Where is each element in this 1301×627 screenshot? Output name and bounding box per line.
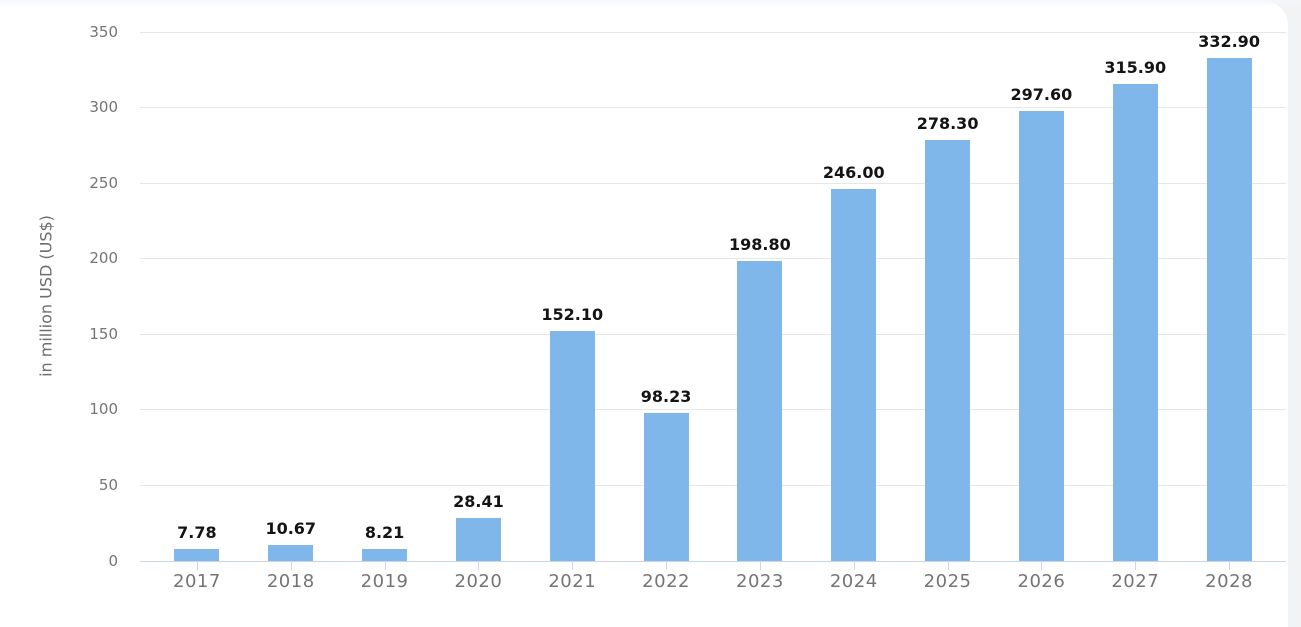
x-axis-tick bbox=[759, 562, 761, 570]
x-axis-tick bbox=[384, 562, 386, 570]
x-tick-label: 2023 bbox=[736, 571, 784, 592]
y-tick-label: 200 bbox=[89, 249, 118, 268]
x-axis-tick bbox=[196, 562, 198, 570]
y-gridline bbox=[140, 484, 1286, 486]
bar[interactable] bbox=[737, 260, 783, 561]
x-axis-tick bbox=[666, 562, 668, 570]
y-gridline bbox=[140, 333, 1286, 335]
x-tick-label: 2017 bbox=[173, 571, 221, 592]
bar[interactable] bbox=[268, 544, 314, 561]
bar[interactable] bbox=[549, 331, 595, 561]
y-tick-label: 150 bbox=[89, 324, 118, 343]
bar[interactable] bbox=[1018, 111, 1064, 561]
bar-value-label: 98.23 bbox=[640, 386, 692, 406]
y-axis-title-text: in million USD (US$) bbox=[36, 215, 56, 377]
x-axis-line bbox=[140, 561, 1286, 562]
bar-value-label: 246.00 bbox=[822, 163, 885, 183]
x-tick-label: 2021 bbox=[548, 571, 597, 592]
bar[interactable] bbox=[831, 189, 877, 561]
bar-value-label: 198.80 bbox=[729, 234, 791, 254]
y-gridline bbox=[140, 182, 1286, 184]
y-gridline bbox=[140, 258, 1286, 260]
bar-value-label: 8.21 bbox=[364, 522, 405, 542]
x-axis-tick bbox=[1135, 562, 1137, 570]
x-tick-label: 2024 bbox=[829, 571, 878, 592]
y-tick-label: 350 bbox=[89, 22, 118, 41]
x-axis-tick bbox=[947, 562, 949, 570]
bar-value-label: 10.67 bbox=[265, 518, 317, 538]
x-tick-label: 2018 bbox=[266, 571, 315, 592]
bar-value-label: 152.10 bbox=[541, 305, 604, 325]
x-axis-tick bbox=[1229, 562, 1231, 570]
y-gridline bbox=[140, 107, 1286, 109]
x-axis-tick bbox=[290, 562, 292, 570]
bar[interactable] bbox=[362, 548, 408, 561]
x-axis-tick bbox=[572, 562, 574, 570]
bar[interactable] bbox=[643, 412, 689, 561]
bar[interactable] bbox=[1206, 57, 1252, 561]
x-axis-tick bbox=[478, 562, 480, 570]
y-tick-label: 250 bbox=[89, 173, 118, 192]
bar-value-label: 315.90 bbox=[1104, 57, 1167, 77]
bar[interactable] bbox=[1112, 83, 1158, 561]
y-tick-label: 0 bbox=[108, 551, 118, 570]
x-tick-label: 2019 bbox=[360, 571, 409, 592]
y-tick-label: 300 bbox=[89, 98, 118, 117]
bar-value-label: 332.90 bbox=[1198, 31, 1260, 51]
y-gridline bbox=[140, 31, 1286, 33]
x-tick-label: 2022 bbox=[642, 571, 690, 592]
x-axis-tick bbox=[1041, 562, 1043, 570]
bar[interactable] bbox=[455, 518, 501, 561]
y-tick-label: 50 bbox=[98, 475, 118, 494]
bar-value-label: 297.60 bbox=[1010, 85, 1073, 105]
y-tick-label: 100 bbox=[89, 400, 118, 419]
bar-value-label: 7.78 bbox=[177, 523, 217, 543]
bar-value-label: 28.41 bbox=[453, 492, 504, 512]
bar[interactable] bbox=[925, 140, 971, 561]
y-gridline bbox=[140, 409, 1286, 411]
x-tick-label: 2025 bbox=[923, 571, 972, 592]
x-tick-label: 2027 bbox=[1111, 571, 1160, 592]
bar[interactable] bbox=[174, 549, 220, 561]
x-tick-label: 2028 bbox=[1205, 571, 1253, 592]
x-tick-label: 2020 bbox=[454, 571, 503, 592]
x-tick-label: 2026 bbox=[1017, 571, 1066, 592]
bar-value-label: 278.30 bbox=[916, 114, 979, 134]
x-axis-tick bbox=[853, 562, 855, 570]
